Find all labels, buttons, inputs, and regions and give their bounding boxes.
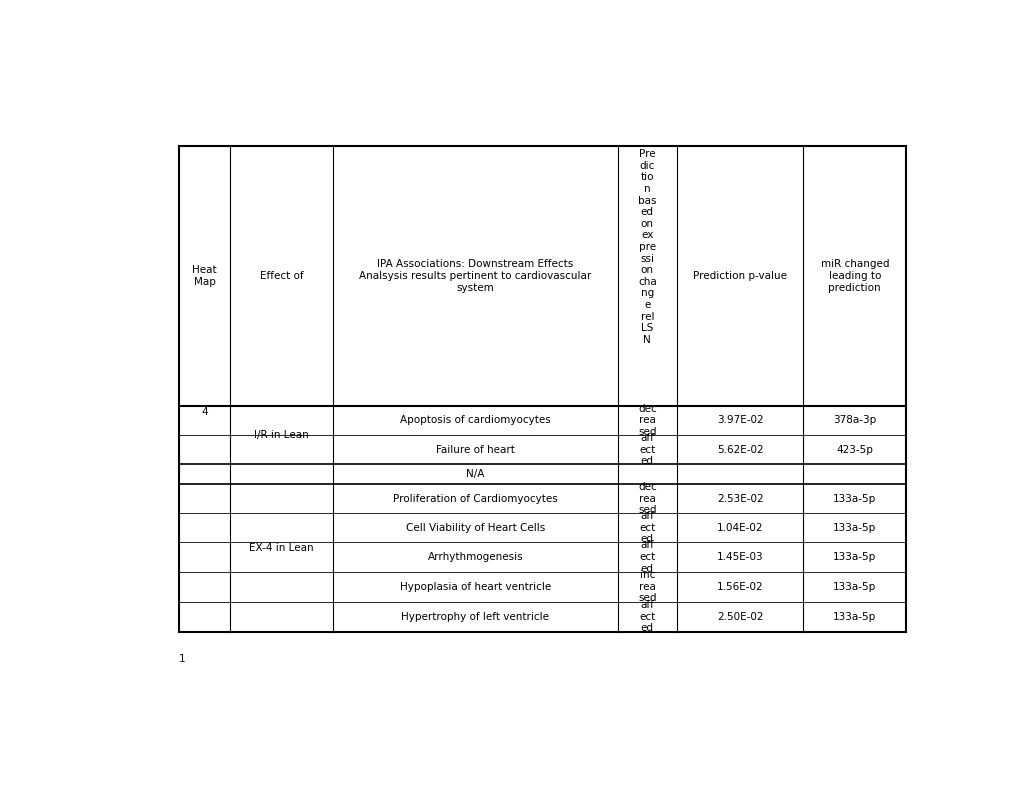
Text: N/A: N/A	[466, 469, 484, 479]
Text: 133a-5p: 133a-5p	[833, 552, 875, 562]
Text: 378a-3p: 378a-3p	[833, 415, 875, 426]
Text: 133a-5p: 133a-5p	[833, 523, 875, 533]
Text: 1.45E-03: 1.45E-03	[716, 552, 762, 562]
Text: Apoptosis of cardiomyocytes: Apoptosis of cardiomyocytes	[399, 415, 550, 426]
Text: 4: 4	[201, 407, 208, 417]
Text: EX-4 in Lean: EX-4 in Lean	[249, 543, 314, 553]
Text: Failure of heart: Failure of heart	[435, 444, 515, 455]
Text: Arrhythmogenesis: Arrhythmogenesis	[427, 552, 523, 562]
Text: 1.56E-02: 1.56E-02	[716, 582, 762, 592]
Text: 133a-5p: 133a-5p	[833, 494, 875, 504]
Text: 2.53E-02: 2.53E-02	[716, 494, 762, 504]
Text: Heat
Map: Heat Map	[192, 266, 217, 287]
Text: 133a-5p: 133a-5p	[833, 582, 875, 592]
Text: 1: 1	[178, 654, 185, 663]
Text: IPA Associations: Downstream Effects
Analsysis results pertinent to cardiovascul: IPA Associations: Downstream Effects Ana…	[359, 259, 591, 292]
Text: 2.50E-02: 2.50E-02	[716, 611, 762, 622]
Text: 1.04E-02: 1.04E-02	[716, 523, 762, 533]
Text: Prediction p-value: Prediction p-value	[693, 271, 787, 281]
Text: miR changed
leading to
prediction: miR changed leading to prediction	[819, 259, 889, 292]
Text: I/R in Lean: I/R in Lean	[254, 430, 309, 440]
Text: Hypertrophy of left ventricle: Hypertrophy of left ventricle	[400, 611, 549, 622]
Text: 133a-5p: 133a-5p	[833, 611, 875, 622]
Text: inc
rea
sed: inc rea sed	[637, 570, 656, 603]
Text: Cell Viability of Heart Cells: Cell Viability of Heart Cells	[406, 523, 544, 533]
Text: aff
ect
ed: aff ect ed	[639, 600, 655, 633]
Text: dec
rea
sed: dec rea sed	[637, 482, 656, 515]
Text: aff
ect
ed: aff ect ed	[639, 511, 655, 545]
Text: Pre
dic
tio
n
bas
ed
on
ex
pre
ssi
on
cha
ng
e
rel
LS
N: Pre dic tio n bas ed on ex pre ssi on ch…	[637, 149, 656, 345]
Text: aff
ect
ed: aff ect ed	[639, 541, 655, 574]
Text: Effect of: Effect of	[260, 271, 304, 281]
Text: aff
ect
ed: aff ect ed	[639, 433, 655, 466]
Text: Hypoplasia of heart ventricle: Hypoplasia of heart ventricle	[399, 582, 550, 592]
Text: Proliferation of Cardiomyocytes: Proliferation of Cardiomyocytes	[392, 494, 557, 504]
Text: 423-5p: 423-5p	[836, 444, 872, 455]
Text: dec
rea
sed: dec rea sed	[637, 403, 656, 437]
Text: 5.62E-02: 5.62E-02	[716, 444, 762, 455]
Text: 3.97E-02: 3.97E-02	[716, 415, 762, 426]
